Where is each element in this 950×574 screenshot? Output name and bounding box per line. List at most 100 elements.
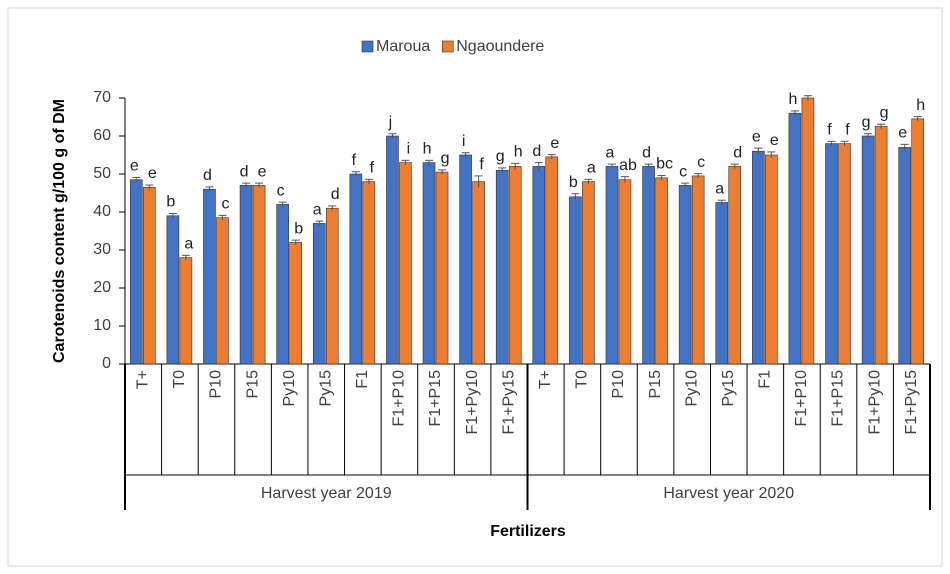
bar <box>399 162 412 365</box>
bar <box>289 242 302 365</box>
x-tick-label: F1+Py15 <box>903 370 920 435</box>
bar <box>142 187 156 365</box>
bar <box>752 150 765 365</box>
significance-letter: j <box>388 114 393 131</box>
bar <box>605 166 619 365</box>
significance-letter: a <box>313 201 322 218</box>
group-label: Harvest year 2019 <box>261 485 392 502</box>
significance-letter: a <box>606 144 615 161</box>
x-tick-label: F1+P10 <box>391 370 408 427</box>
significance-letter: i <box>462 133 466 150</box>
bar <box>276 204 289 365</box>
x-tick-label: T0 <box>574 370 591 389</box>
bar <box>655 177 668 365</box>
x-tick-label: P10 <box>208 370 225 399</box>
x-tick-label: F1+Py10 <box>464 370 481 435</box>
significance-letter: c <box>679 163 687 180</box>
significance-letter: ab <box>619 157 637 174</box>
x-tick-label: F1+Py10 <box>866 370 883 435</box>
significance-letter: d <box>331 186 340 203</box>
bar <box>618 179 632 365</box>
significance-letter: g <box>862 114 871 131</box>
significance-letter: e <box>258 163 267 180</box>
significance-letter: h <box>788 91 797 108</box>
significance-letter: g <box>880 104 889 121</box>
legend-swatch <box>441 40 454 53</box>
bar <box>874 126 888 365</box>
significance-letter: c <box>221 196 229 213</box>
significance-letter: a <box>715 180 724 197</box>
significance-letter: e <box>770 132 779 149</box>
y-tick-label: 10 <box>93 317 111 334</box>
significance-letter: g <box>496 148 505 165</box>
significance-letter: e <box>148 165 157 182</box>
x-axis-title: Fertilizers <box>490 523 566 540</box>
significance-letter: e <box>898 125 907 142</box>
x-tick-label: F1 <box>354 370 371 389</box>
bar <box>179 257 193 365</box>
bar <box>691 175 705 365</box>
significance-letter: h <box>916 97 925 114</box>
x-tick-label: T0 <box>171 370 188 389</box>
bar <box>129 179 143 365</box>
bar <box>582 181 595 365</box>
bar <box>788 112 802 365</box>
bar <box>386 135 399 365</box>
bar <box>459 154 472 365</box>
significance-letter: a <box>184 236 193 253</box>
significance-letter: d <box>642 144 651 161</box>
bar <box>325 207 339 365</box>
x-tick-label: Py10 <box>683 370 700 407</box>
bar <box>642 166 655 365</box>
y-tick-label: 0 <box>102 355 111 372</box>
y-tick-label: 40 <box>93 203 111 220</box>
significance-letter: b <box>166 194 175 211</box>
significance-letter: i <box>407 141 411 158</box>
y-tick-label: 20 <box>93 279 111 296</box>
x-tick-label: F1+Py15 <box>500 370 517 435</box>
x-tick-label: P10 <box>610 370 627 399</box>
bar <box>435 171 449 365</box>
x-tick-label: T+ <box>537 370 554 389</box>
significance-letter: b <box>294 220 303 237</box>
significance-letter: d <box>203 167 212 184</box>
bar <box>861 135 875 365</box>
significance-letter: f <box>370 160 375 177</box>
bar <box>239 185 253 365</box>
legend-label: Maroua <box>376 38 430 55</box>
significance-letter: h <box>514 144 523 161</box>
y-tick-label: 50 <box>93 165 111 182</box>
bar <box>898 147 912 365</box>
x-tick-label: Py15 <box>317 370 334 407</box>
x-tick-label: F1+P10 <box>793 370 810 427</box>
significance-letter: c <box>697 154 705 171</box>
bar <box>825 143 838 365</box>
bar <box>472 181 485 365</box>
group-label: Harvest year 2020 <box>663 485 794 502</box>
bar <box>252 185 266 365</box>
significance-letter: b <box>569 174 578 191</box>
x-tick-label: F1 <box>757 370 774 389</box>
bar <box>678 185 692 365</box>
y-tick-label: 60 <box>93 127 111 144</box>
y-axis-title: Carotenoids content g/100 g of DM <box>51 99 68 363</box>
x-tick-label: F1+P15 <box>830 370 847 427</box>
legend-label: Ngaoundere <box>456 38 544 55</box>
x-tick-label: T+ <box>135 370 152 389</box>
bar <box>495 169 509 365</box>
y-tick-label: 30 <box>93 241 111 258</box>
significance-letter: d <box>532 143 541 160</box>
bar <box>203 188 216 365</box>
significance-letter: g <box>441 150 450 167</box>
bar <box>422 162 436 365</box>
significance-letter: e <box>752 128 761 145</box>
legend-swatch <box>361 40 374 53</box>
bar <box>532 166 546 365</box>
bar <box>312 223 326 365</box>
x-tick-label: Py15 <box>720 370 737 407</box>
bar <box>765 154 778 365</box>
x-tick-label: Py10 <box>281 370 298 407</box>
bar <box>715 202 729 365</box>
bar <box>801 97 815 365</box>
